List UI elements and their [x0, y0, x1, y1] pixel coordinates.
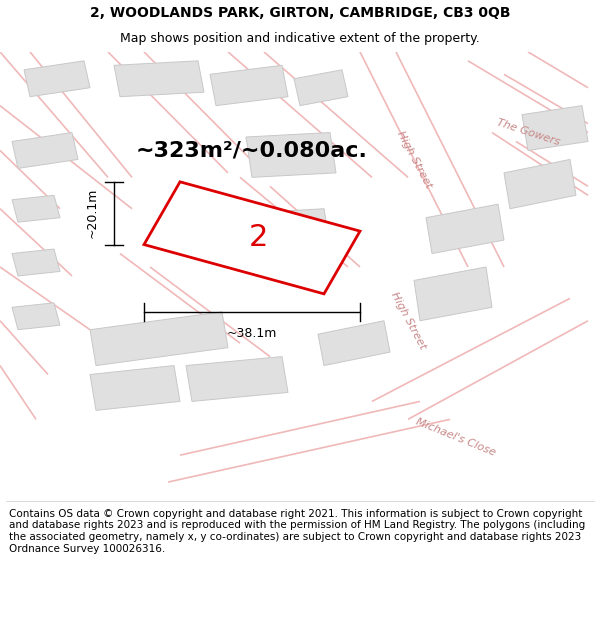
Polygon shape [246, 132, 336, 178]
Text: 2, WOODLANDS PARK, GIRTON, CAMBRIDGE, CB3 0QB: 2, WOODLANDS PARK, GIRTON, CAMBRIDGE, CB… [90, 6, 510, 20]
Polygon shape [12, 303, 60, 330]
Text: 2: 2 [248, 223, 268, 253]
Text: ~38.1m: ~38.1m [227, 328, 277, 341]
Polygon shape [426, 204, 504, 254]
Polygon shape [414, 267, 492, 321]
Polygon shape [12, 132, 78, 168]
Polygon shape [210, 66, 288, 106]
Polygon shape [12, 195, 60, 222]
Polygon shape [144, 182, 360, 294]
Text: High Street: High Street [389, 291, 427, 351]
Text: ~20.1m: ~20.1m [86, 188, 99, 238]
Polygon shape [294, 70, 348, 106]
Polygon shape [246, 209, 330, 249]
Text: High Street: High Street [395, 129, 433, 190]
Text: Michael's Close: Michael's Close [415, 417, 497, 458]
Text: Contains OS data © Crown copyright and database right 2021. This information is : Contains OS data © Crown copyright and d… [9, 509, 585, 554]
Polygon shape [90, 366, 180, 411]
Polygon shape [90, 312, 228, 366]
Polygon shape [114, 61, 204, 97]
Polygon shape [318, 321, 390, 366]
Text: The Gowers: The Gowers [495, 118, 561, 148]
Text: ~323m²/~0.080ac.: ~323m²/~0.080ac. [136, 141, 368, 161]
Polygon shape [24, 61, 90, 97]
Polygon shape [12, 249, 60, 276]
Polygon shape [186, 357, 288, 401]
Text: Map shows position and indicative extent of the property.: Map shows position and indicative extent… [120, 32, 480, 46]
Polygon shape [504, 159, 576, 209]
Polygon shape [522, 106, 588, 151]
